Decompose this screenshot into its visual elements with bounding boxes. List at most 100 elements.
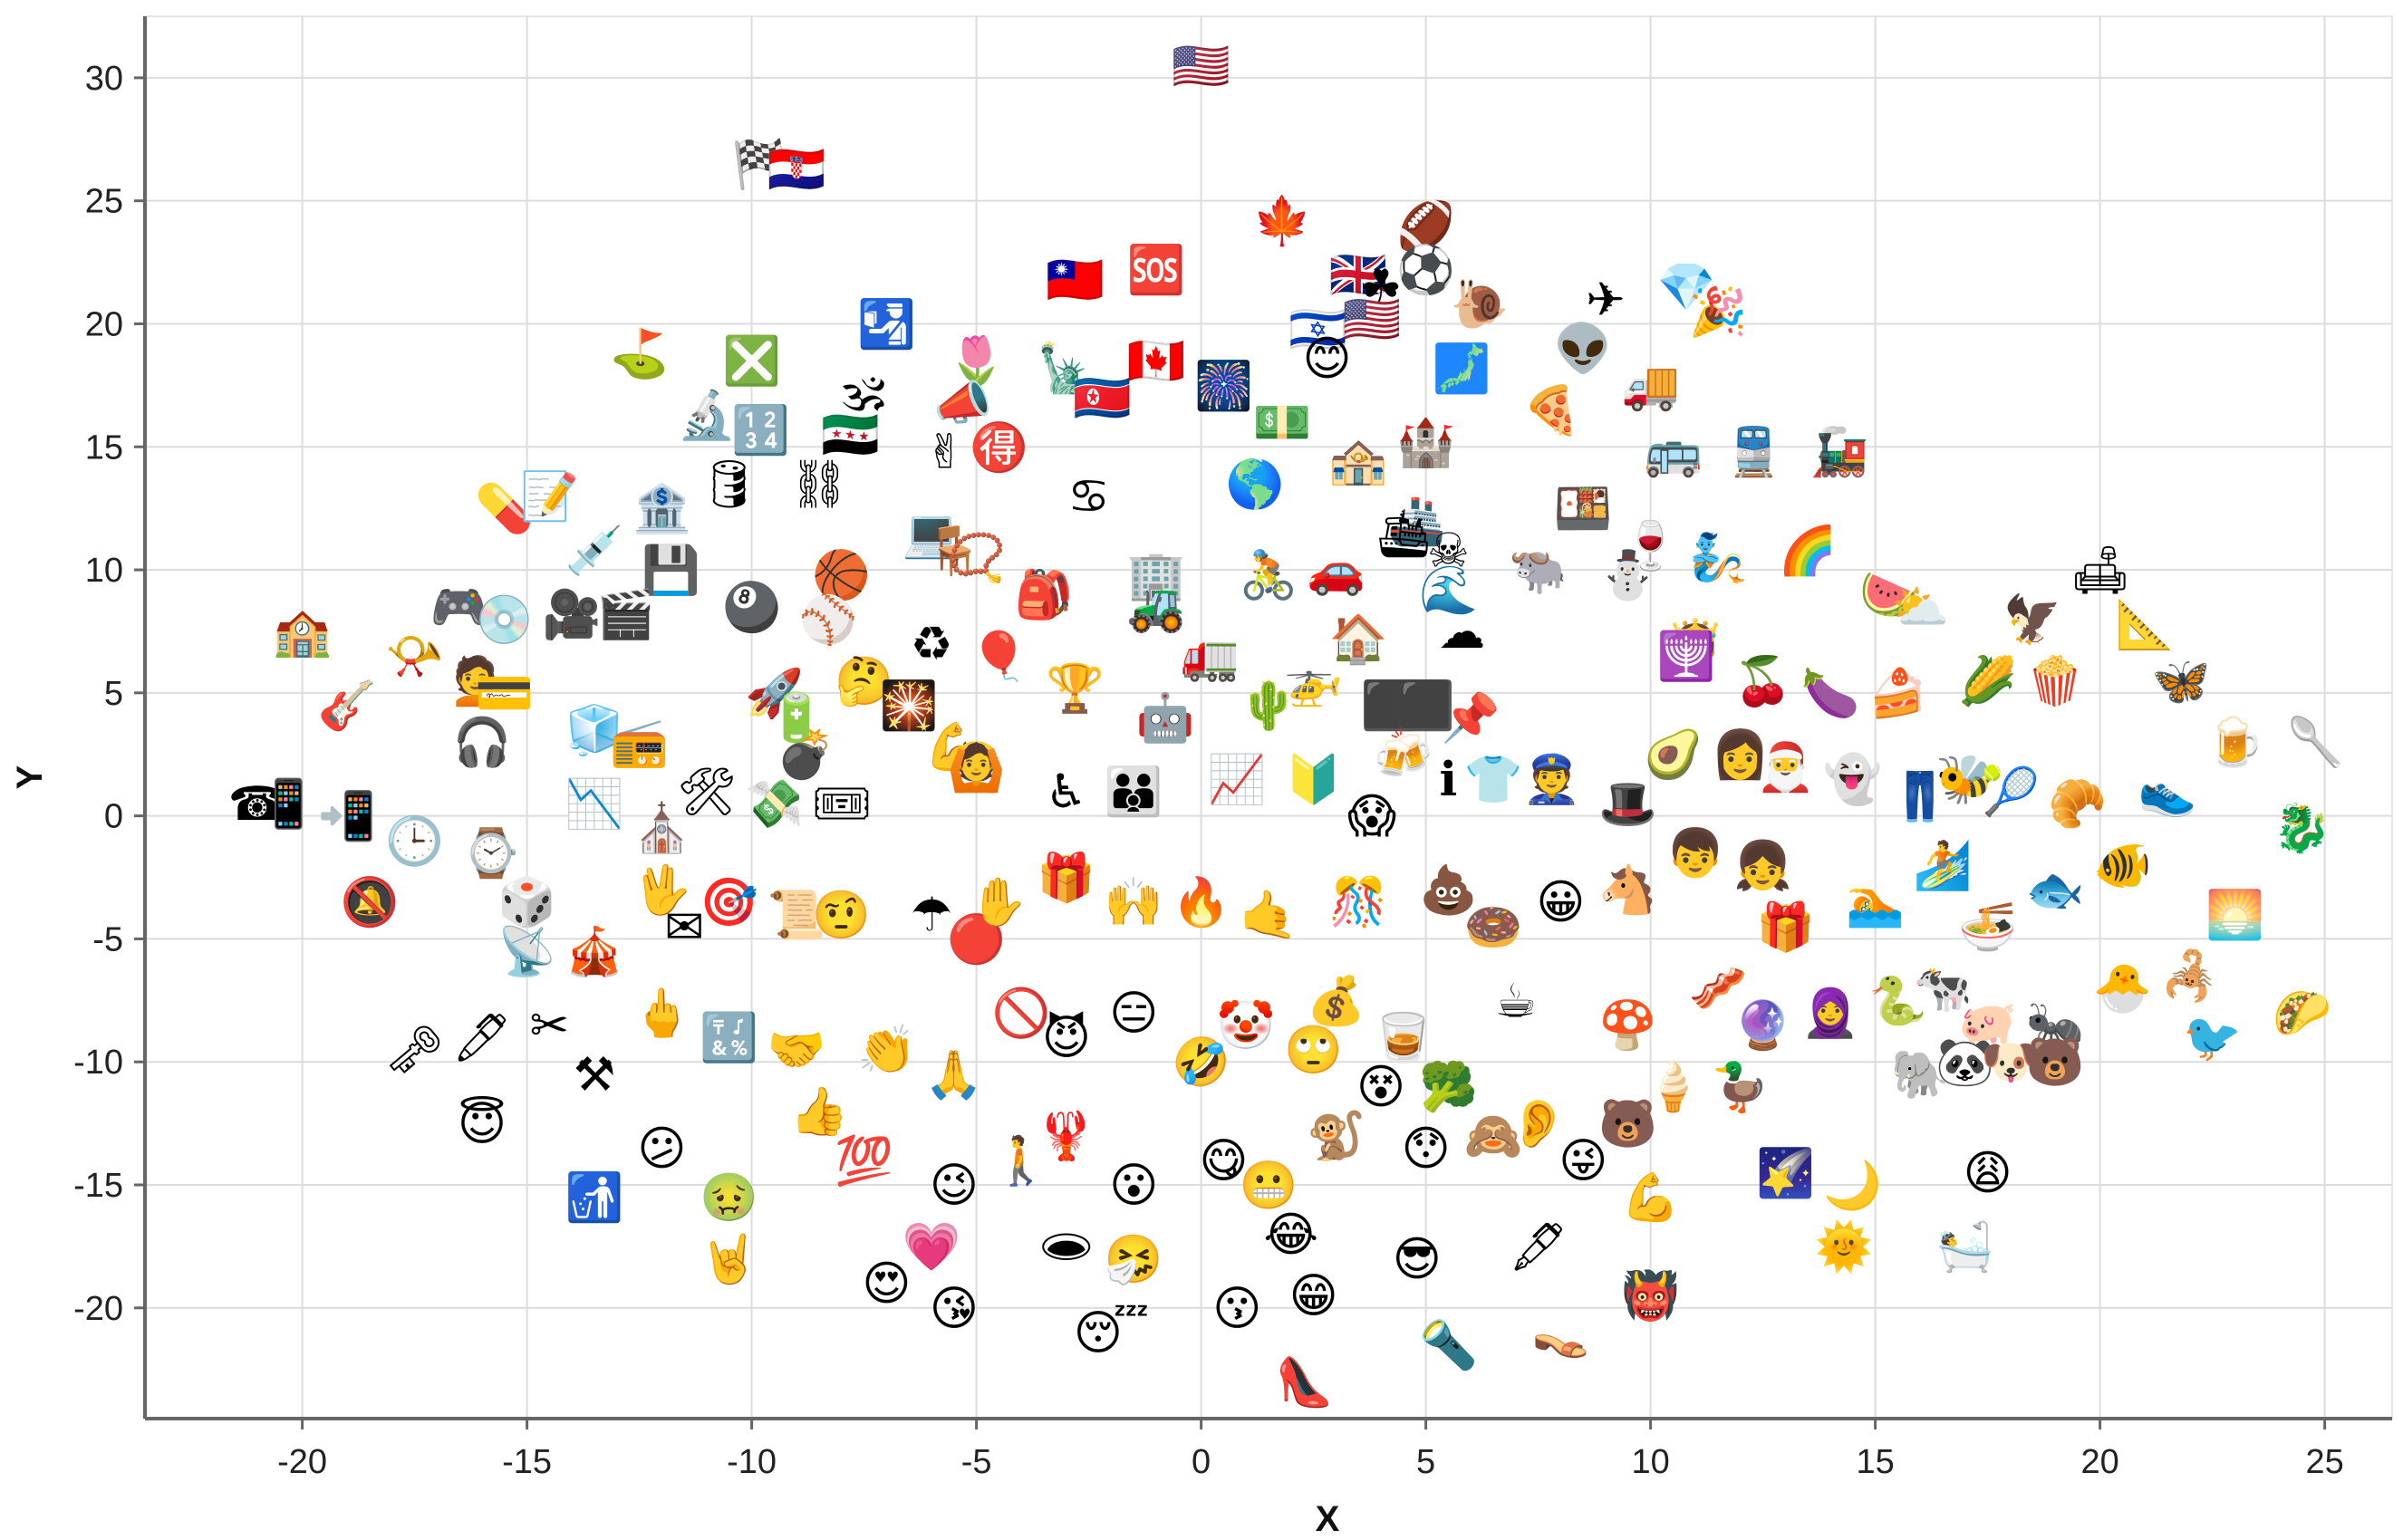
point-thinking-face: 🤔	[835, 654, 893, 708]
point-middle-finger: 🖕	[632, 986, 691, 1041]
point-woman-gesturing: 🙆	[947, 739, 1006, 794]
point-person-surfing: 🏄	[1914, 838, 1973, 893]
point-grinning-face: 😀	[1536, 876, 1585, 930]
point-face-with-tears-of-joy: 😂	[1263, 1208, 1318, 1262]
point-face-blowing-a-kiss: 😘	[930, 1282, 979, 1336]
point-face-with-open-mouth: 😮	[1109, 1159, 1158, 1213]
point-face-savoring-food: 😋	[1199, 1134, 1248, 1189]
point-sunrise: 🌅	[2205, 887, 2264, 942]
point-fire: 🔥	[1172, 875, 1230, 930]
point-beaming-face: 😁	[1288, 1269, 1337, 1323]
point-hammer-and-wrench: 🛠	[677, 765, 737, 819]
point-spoon: 🥄	[2286, 712, 2345, 770]
x-tick-label: -15	[502, 1443, 552, 1481]
point-golf-flag: ⛳	[610, 326, 669, 381]
point-flag-canada: 🇨🇦	[1127, 334, 1186, 389]
point-kissing-face: 😗	[1212, 1282, 1261, 1336]
point-battery: 🔋	[767, 690, 826, 746]
point-bear-face: 🐻	[2026, 1034, 2085, 1090]
emoji-points: 🇺🇸🏁🇭🇷🍁 🏈🆘🇹🇼 🇬🇧☘⚽🐌 ✈ 💎🛂⛳ ❎ 🌷🇮🇱🇺🇸😊 🗾 👽🎉🚚🕉 📣🗽 🎆🇨🇦🇰🇵 🍕🔢…	[228, 39, 2345, 1410]
point-hammer-and-pick: ⚒	[574, 1048, 616, 1102]
point-butterfly: 🦋	[2152, 654, 2211, 708]
point-radio: 📻	[610, 716, 669, 770]
point-t-shirt: 👕	[1464, 753, 1523, 807]
x-tick-label: 25	[2305, 1443, 2343, 1481]
point-skull-and-crossbones: ☠	[1427, 524, 1470, 578]
point-panda: 🐼	[1935, 1035, 1994, 1090]
x-tick-label: 10	[1631, 1443, 1669, 1481]
point-wastebasket: 🚮	[565, 1170, 624, 1226]
point-pushpin: 📌	[1442, 689, 1501, 746]
point-map-of-japan: 🗾	[1433, 341, 1491, 396]
x-tick-label: -20	[277, 1443, 327, 1481]
point-girl: 👧	[1733, 838, 1792, 893]
point-castle: 🏰	[1396, 416, 1455, 470]
point-genie: 🧞	[1689, 530, 1748, 585]
point-train: 🚆	[1724, 425, 1783, 480]
grid-lines	[144, 15, 2393, 1420]
point-smiling-face-with-horns: 😈	[1042, 1011, 1091, 1065]
point-snowman: ⛄	[1598, 547, 1657, 602]
point-trophy: 🏆	[1046, 660, 1105, 716]
point-tractor: 🚜	[1127, 581, 1186, 635]
point-telephone: ☎	[228, 777, 287, 832]
point-delivery-truck: 🚚	[1621, 359, 1680, 413]
point-locomotive: 🚂	[1810, 425, 1869, 480]
point-smiling-face: 😊	[1302, 332, 1351, 386]
point-bell-with-slash: 🔕	[341, 875, 400, 930]
point-balloon: 🎈	[970, 628, 1028, 684]
point-avocado: 🥑	[1644, 725, 1703, 783]
point-mobile-phone: 📱	[259, 776, 318, 832]
point-sleeping-face: 😴	[1074, 1304, 1149, 1361]
point-video-game: 🎮	[430, 581, 489, 635]
point-winking-face: 😉	[930, 1159, 979, 1213]
point-vulcan-salute: 🖖	[632, 862, 691, 921]
point-crescent-moon: 🌙	[1823, 1158, 1882, 1213]
y-axis-title: Y	[10, 765, 50, 789]
point-person-swimming: 🏊	[1846, 876, 1905, 930]
point-robot: 🤖	[1136, 690, 1195, 746]
point-person-taking-bath: 🛀	[1935, 1219, 1994, 1275]
point-flexed-biceps: 💪	[924, 720, 983, 775]
point-flag-israel: 🇮🇱	[1288, 303, 1347, 357]
point-folded-hands: 🙏	[924, 1048, 983, 1102]
point-sneaker: 👟	[2138, 765, 2197, 819]
point-clapper-board: 🎬	[596, 587, 655, 642]
point-water-buffalo: 🐃	[1509, 544, 1568, 598]
point-flexed-biceps-2: 💪	[1621, 1170, 1680, 1226]
point-input-symbols: 🔣	[700, 1010, 758, 1065]
point-optical-disc: 💿	[475, 592, 534, 647]
point-om-symbol: 🕉	[843, 367, 885, 421]
point-fireworks-2: 🎇	[880, 678, 939, 733]
point-shamrock: ☘	[1360, 261, 1403, 315]
point-elephant: 🐘	[1891, 1048, 1950, 1102]
x-tick-label: 15	[1856, 1443, 1894, 1481]
point-bento-box: 🍱	[1554, 482, 1613, 536]
point-sun: 🌞	[1815, 1218, 1874, 1275]
point-pill: 💊	[475, 480, 534, 536]
point-flag-croatia: 🇭🇷	[767, 142, 826, 197]
point-game-die: 🎲	[497, 875, 556, 930]
point-passport-control: 🛂	[857, 296, 916, 351]
point-no-entry-sign: 🚫	[992, 986, 1051, 1041]
point-snake: 🐍	[1868, 973, 1927, 1028]
point-face-with-crown: 🤴	[1666, 617, 1725, 672]
point-fireworks: 🎆	[1194, 358, 1253, 413]
point-flag-uk: 🇬🇧	[1329, 248, 1388, 303]
point-pile-of-poo: 💩	[1419, 862, 1478, 918]
point-megaphone: 📣	[933, 376, 992, 430]
point-laptop: 💻	[902, 506, 961, 561]
point-confused-face: 😕	[637, 1121, 686, 1176]
point-passenger-ship: 🛳	[1374, 506, 1433, 561]
y-tick-label: 30	[85, 60, 123, 98]
point-flag-usa-2: 🇺🇸	[1343, 293, 1402, 347]
x-tick-label: 0	[1192, 1443, 1211, 1481]
point-maple-leaf: 🍁	[1253, 193, 1312, 248]
point-money-bag: 💰	[1307, 973, 1366, 1028]
y-tick-label: 5	[104, 675, 123, 713]
point-cow: 🐄	[1914, 962, 1973, 1016]
point-top-hat: 🎩	[1598, 777, 1657, 832]
point-tulip: 🌷	[947, 333, 1006, 389]
point-fountain-pen: 🖋	[1509, 1220, 1568, 1275]
